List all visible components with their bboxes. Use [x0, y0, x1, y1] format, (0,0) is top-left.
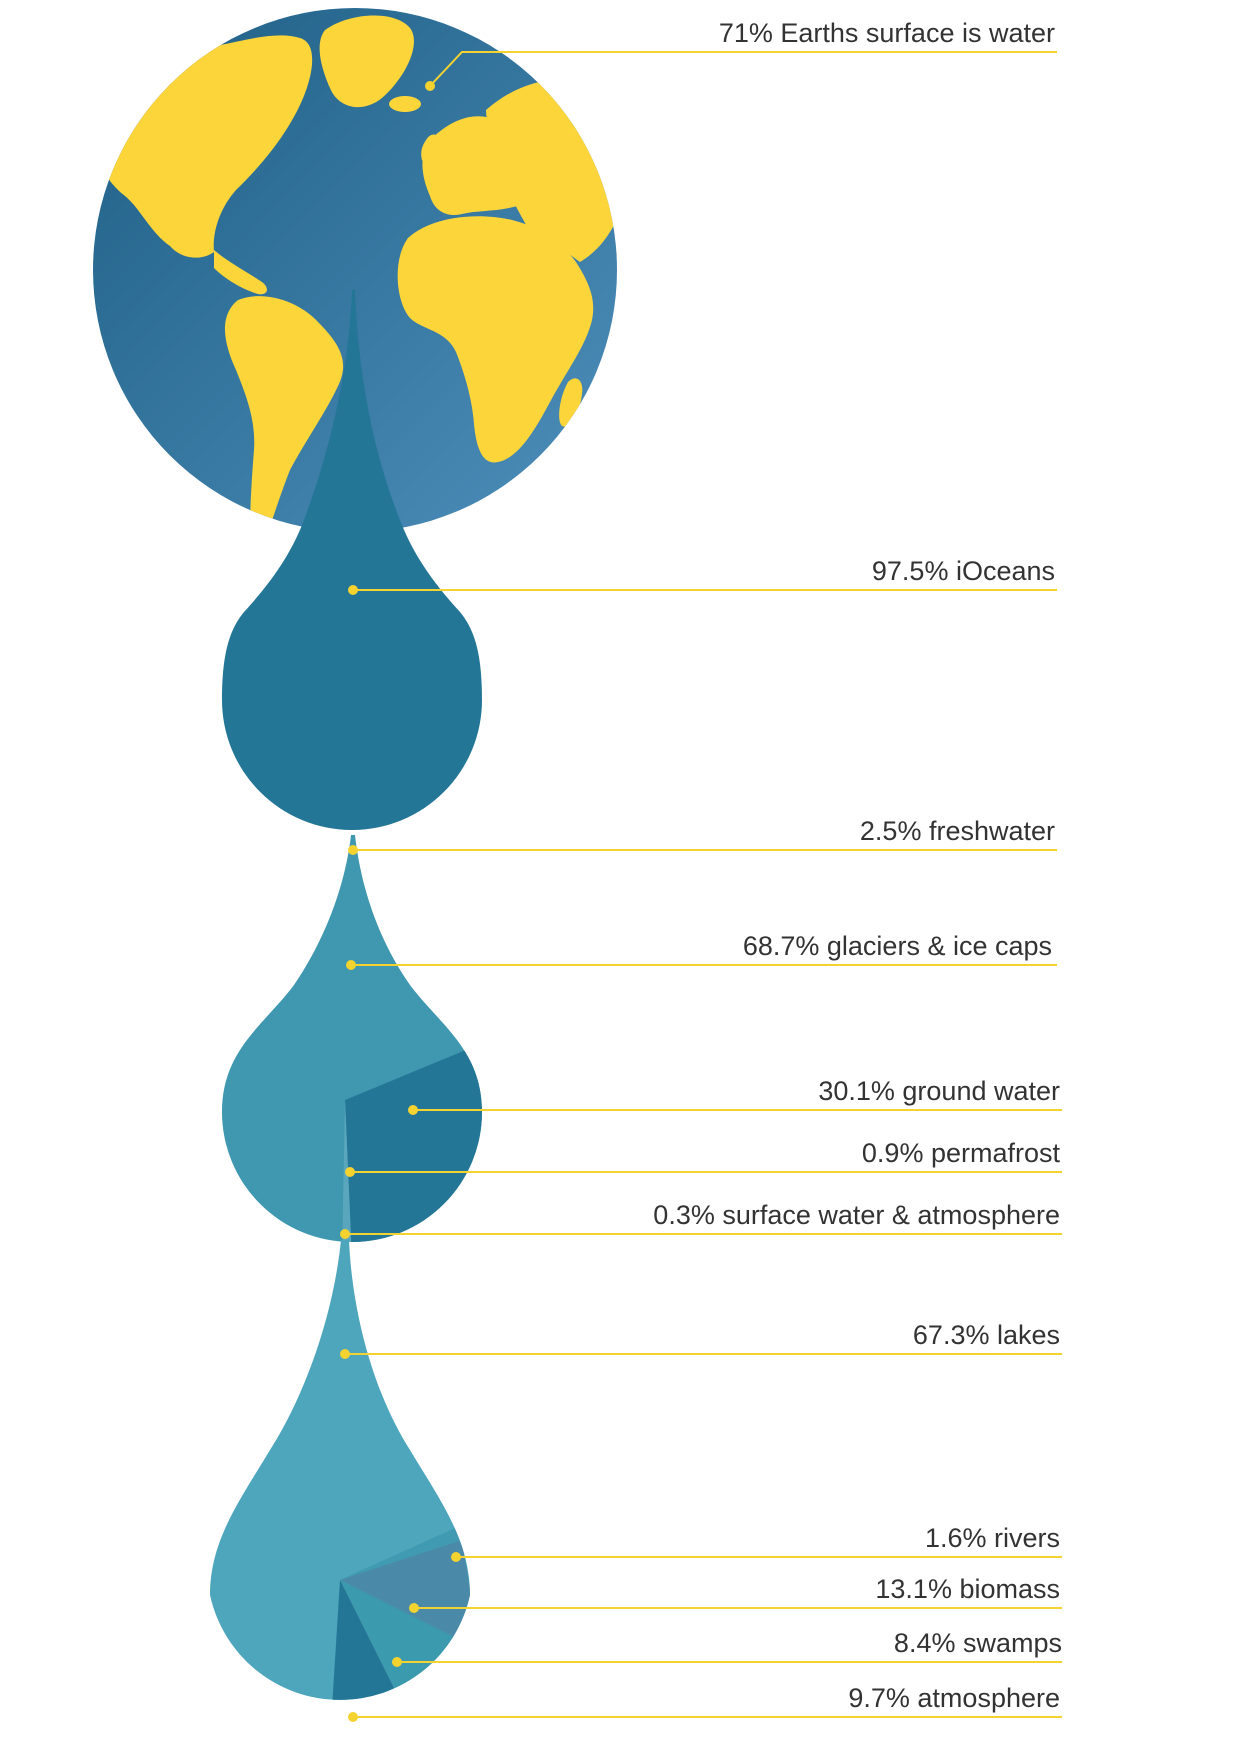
- label-freshwater: 2.5% freshwater: [860, 816, 1055, 846]
- label-earth: 71% Earths surface is water: [719, 18, 1055, 48]
- label-biomass: 13.1% biomass: [875, 1574, 1060, 1604]
- permafrost-slice: [342, 1100, 352, 1242]
- oceans-drop: [222, 290, 482, 830]
- island-madagascar: [559, 378, 583, 427]
- continent-central-america: [214, 250, 267, 295]
- dot-ground: [408, 1105, 418, 1115]
- leader-lines: [345, 51, 1062, 1718]
- leader-earth: [429, 51, 1057, 87]
- label-glaciers: 68.7% glaciers & ice caps: [743, 931, 1052, 961]
- island-iceland: [389, 96, 421, 112]
- label-permafrost: 0.9% permafrost: [862, 1138, 1061, 1168]
- dot-surface: [340, 1229, 350, 1239]
- label-lakes: 67.3% lakes: [913, 1320, 1060, 1350]
- label-surface: 0.3% surface water & atmosphere: [653, 1200, 1060, 1230]
- swamps-slice: [340, 1580, 470, 1700]
- labels: 71% Earths surface is water 97.5% iOcean…: [653, 18, 1062, 1713]
- surface-water-drop: [210, 1240, 470, 1700]
- leader-dots: [340, 81, 461, 1722]
- atmosphere-slice: [330, 1580, 420, 1700]
- label-atmosphere: 9.7% atmosphere: [848, 1683, 1060, 1713]
- dot-swamps: [392, 1657, 402, 1667]
- dot-lakes: [340, 1349, 350, 1359]
- dot-freshwater: [348, 845, 358, 855]
- label-swamps: 8.4% swamps: [894, 1628, 1062, 1658]
- dot-oceans: [348, 585, 358, 595]
- continent-greenland: [319, 15, 414, 108]
- dot-rivers: [451, 1552, 461, 1562]
- rivers-slice: [340, 1528, 462, 1580]
- label-rivers: 1.6% rivers: [925, 1523, 1060, 1553]
- dot-permafrost: [345, 1167, 355, 1177]
- freshwater-drop: [222, 835, 482, 1242]
- dot-earth: [425, 81, 435, 91]
- biomass-slice: [340, 1540, 470, 1650]
- island-britain: [421, 134, 441, 165]
- label-oceans: 97.5% iOceans: [872, 556, 1055, 586]
- dot-atmosphere: [348, 1712, 358, 1722]
- dot-glaciers: [346, 960, 356, 970]
- continent-africa: [397, 216, 594, 463]
- dot-biomass: [409, 1603, 419, 1613]
- label-ground: 30.1% ground water: [818, 1076, 1060, 1106]
- continent-south-america: [224, 296, 344, 532]
